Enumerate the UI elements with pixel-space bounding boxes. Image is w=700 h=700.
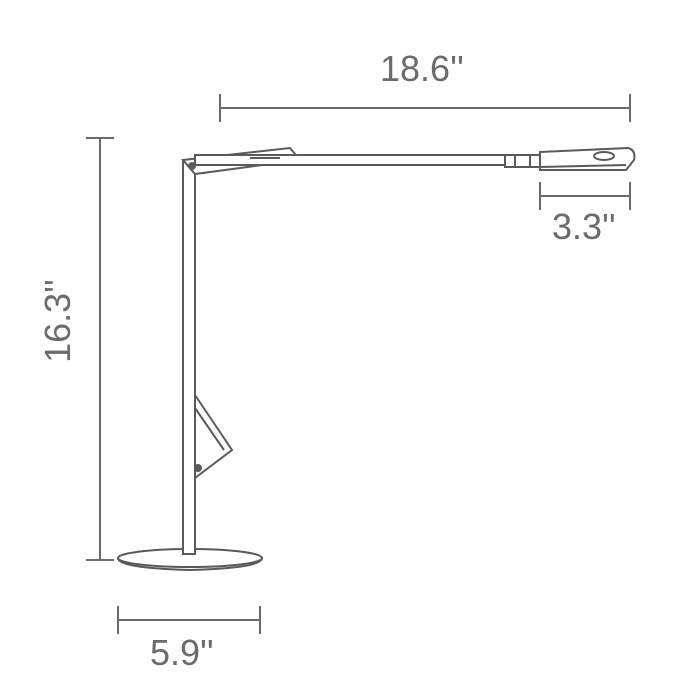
base-width-label: 5.9'' <box>150 632 214 674</box>
lamp-head <box>540 148 634 170</box>
lower-joint <box>195 395 232 478</box>
top-width-label: 18.6'' <box>380 48 464 90</box>
head-width-label: 3.3'' <box>552 206 616 248</box>
height-label: 16.3'' <box>37 279 79 363</box>
lamp-diagram <box>0 0 700 700</box>
